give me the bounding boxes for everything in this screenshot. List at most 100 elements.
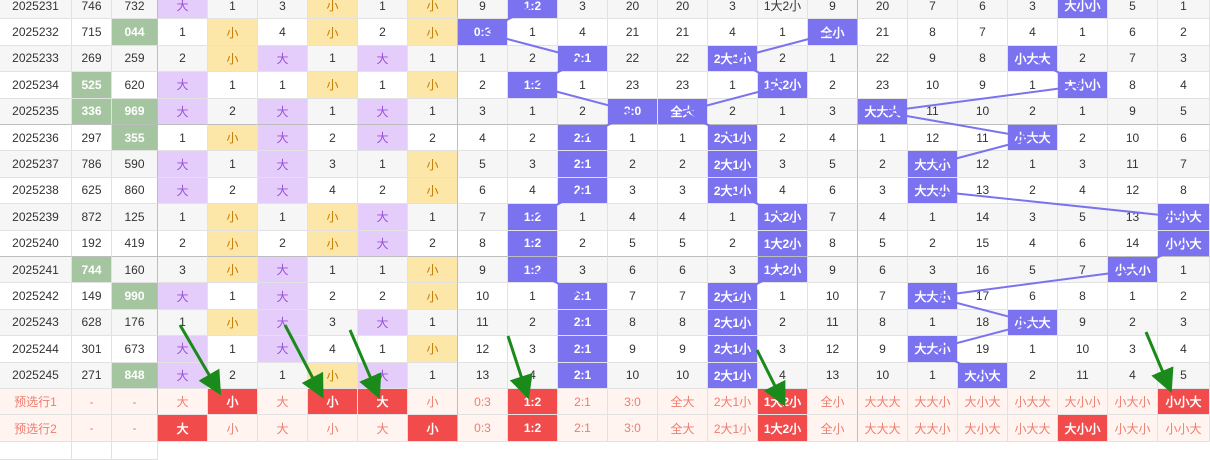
row-label: 2025238 xyxy=(0,177,72,205)
trend-cell: 小 xyxy=(408,19,458,46)
trend-cell: 小 xyxy=(208,309,258,337)
trend-cell: 1 xyxy=(158,309,208,337)
draw-number: 848 xyxy=(112,362,158,389)
trend-cell: 6 xyxy=(1108,19,1158,46)
trend-cell: 1 xyxy=(158,204,208,231)
draw-number: 192 xyxy=(72,230,112,257)
prediction-placeholder: - xyxy=(112,415,158,442)
trend-cell: 23 xyxy=(858,72,908,99)
trend-cell: 8 xyxy=(958,45,1008,73)
trend-cell: 4 xyxy=(508,362,558,389)
trend-cell: 4 xyxy=(558,19,608,46)
trend-cell: 9 xyxy=(808,0,858,20)
trend-cell: 大小小 xyxy=(1058,72,1108,99)
trend-cell: 小 xyxy=(308,72,358,99)
trend-cell: 大 xyxy=(358,125,408,152)
trend-cell: 大大大 xyxy=(858,98,908,125)
trend-cell: 小 xyxy=(208,257,258,284)
prediction-cell: 小 xyxy=(408,415,458,442)
prediction-cell: 2大1小 xyxy=(708,389,758,416)
trend-cell: 1:2 xyxy=(508,204,558,231)
prediction-cell: 3:0 xyxy=(608,415,658,442)
trend-cell: 3 xyxy=(758,336,808,363)
trend-cell: 3 xyxy=(858,177,908,205)
prediction-cell: 全大 xyxy=(658,389,708,416)
trend-cell: 14 xyxy=(1108,230,1158,257)
trend-cell: 1 xyxy=(908,362,958,389)
trend-cell: 2 xyxy=(708,230,758,257)
trend-cell: 2大1小 xyxy=(708,283,758,310)
trend-cell: 1 xyxy=(908,204,958,231)
trend-cell: 大 xyxy=(158,72,208,99)
trend-cell: 8 xyxy=(858,309,908,337)
trend-cell: 20 xyxy=(608,0,658,20)
draw-number: 149 xyxy=(72,283,112,310)
trend-cell: 10 xyxy=(658,362,708,389)
trend-cell: 1 xyxy=(358,257,408,284)
prediction-cell: 小大大 xyxy=(1008,415,1058,442)
trend-cell: 1:2 xyxy=(508,257,558,284)
row-label: 2025245 xyxy=(0,362,72,389)
trend-cell: 2 xyxy=(1008,98,1058,125)
empty-cell xyxy=(112,441,158,460)
trend-cell: 13 xyxy=(958,177,1008,205)
trend-cell: 小 xyxy=(408,0,458,20)
row-label: 2025235 xyxy=(0,98,72,125)
trend-cell: 小 xyxy=(308,0,358,20)
trend-cell: 1 xyxy=(408,309,458,337)
trend-cell: 1 xyxy=(208,283,258,310)
trend-cell: 4 xyxy=(258,19,308,46)
row-label: 2025243 xyxy=(0,309,72,337)
trend-cell: 1 xyxy=(208,151,258,178)
trend-cell: 6 xyxy=(458,177,508,205)
trend-cell: 1 xyxy=(408,362,458,389)
draw-number: 744 xyxy=(72,257,112,284)
trend-cell: 3 xyxy=(1158,45,1210,73)
trend-cell: 5 xyxy=(1158,362,1210,389)
trend-cell: 12 xyxy=(1108,177,1158,205)
trend-cell: 大 xyxy=(358,230,408,257)
row-label: 2025234 xyxy=(0,72,72,99)
trend-cell: 9 xyxy=(858,336,908,363)
trend-cell: 2 xyxy=(158,230,208,257)
trend-cell: 14 xyxy=(958,204,1008,231)
trend-cell: 3 xyxy=(258,0,308,20)
draw-number: 746 xyxy=(72,0,112,20)
trend-cell: 大大小 xyxy=(908,177,958,205)
trend-cell: 1 xyxy=(458,45,508,73)
trend-cell: 10 xyxy=(858,362,908,389)
trend-cell: 小 xyxy=(308,362,358,389)
trend-cell: 小 xyxy=(308,230,358,257)
trend-cell: 10 xyxy=(958,98,1008,125)
trend-cell: 12 xyxy=(458,336,508,363)
trend-cell: 1 xyxy=(1008,151,1058,178)
trend-cell: 2 xyxy=(1158,283,1210,310)
trend-cell: 9 xyxy=(908,45,958,73)
trend-cell: 1 xyxy=(358,151,408,178)
prediction-cell: 2大1小 xyxy=(708,415,758,442)
trend-cell: 4 xyxy=(608,204,658,231)
trend-cell: 2 xyxy=(758,309,808,337)
draw-number: 715 xyxy=(72,19,112,46)
trend-cell: 8 xyxy=(808,230,858,257)
trend-cell: 1 xyxy=(758,283,808,310)
trend-cell: 1 xyxy=(908,309,958,337)
empty-cell xyxy=(0,441,72,460)
draw-number: 336 xyxy=(72,98,112,125)
trend-cell: 5 xyxy=(1108,0,1158,20)
trend-cell: 1 xyxy=(1058,19,1108,46)
trend-cell: 1 xyxy=(1108,283,1158,310)
trend-cell: 2 xyxy=(658,151,708,178)
trend-cell: 7 xyxy=(808,204,858,231)
trend-cell: 大 xyxy=(258,309,308,337)
trend-cell: 7 xyxy=(1108,45,1158,73)
trend-cell: 23 xyxy=(608,72,658,99)
trend-cell: 大小小 xyxy=(1058,0,1108,20)
prediction-cell: 大大小 xyxy=(908,415,958,442)
trend-cell: 10 xyxy=(1058,336,1108,363)
draw-number: 044 xyxy=(112,19,158,46)
trend-cell: 1 xyxy=(1158,257,1210,284)
trend-cell: 4 xyxy=(758,362,808,389)
trend-cell: 2大1小 xyxy=(708,362,758,389)
